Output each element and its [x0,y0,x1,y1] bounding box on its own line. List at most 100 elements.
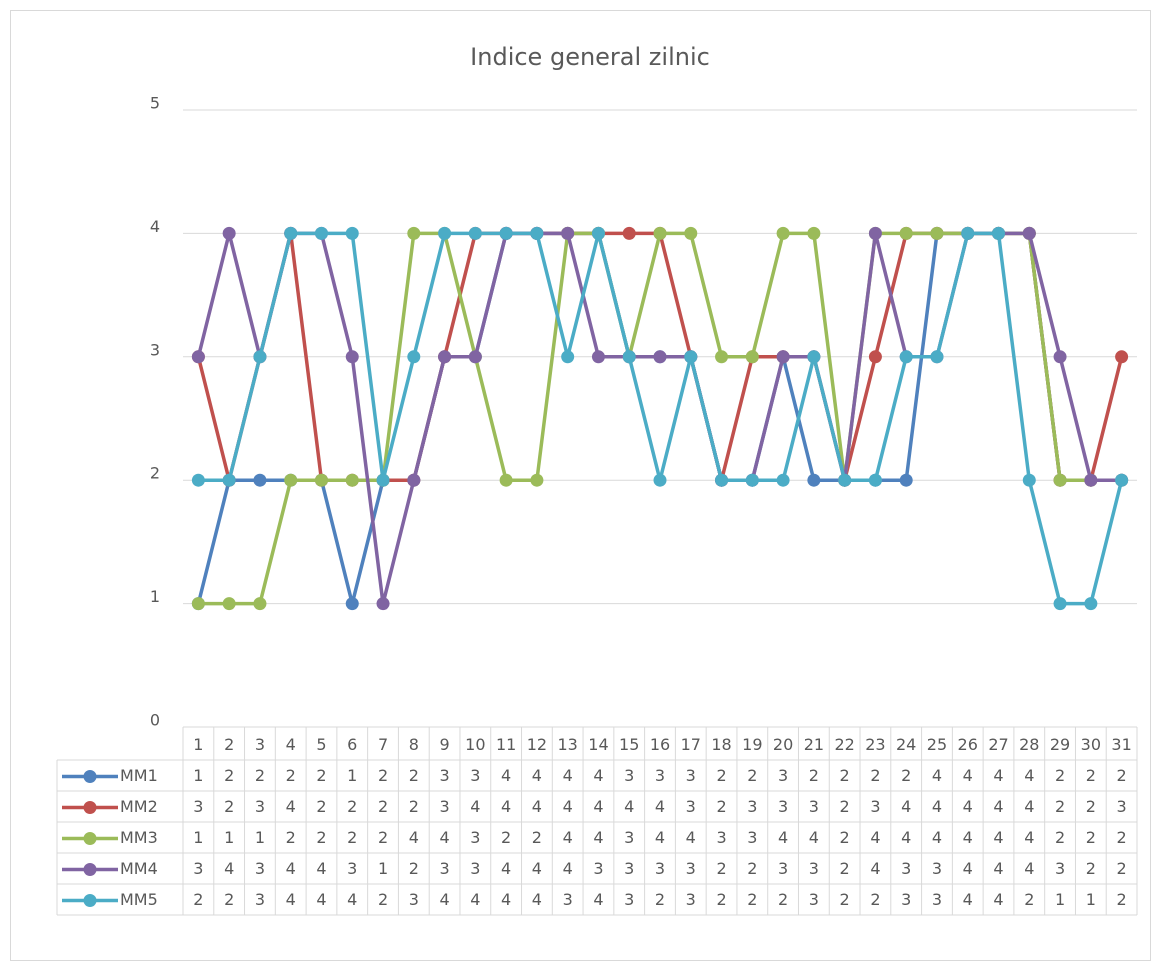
point [468,226,482,240]
point [776,473,790,487]
point [868,473,882,487]
table-value: 2 [716,890,726,909]
x-tick-label: 25 [927,735,947,754]
point [438,226,452,240]
table-value: 4 [932,797,942,816]
table-value: 2 [716,797,726,816]
point [345,226,359,240]
table-value: 1 [347,766,357,785]
table-value: 4 [778,828,788,847]
point [1053,597,1067,611]
table-value: 3 [747,797,757,816]
x-tick-label: 22 [834,735,854,754]
point [530,473,544,487]
table-value: 3 [809,797,819,816]
table-value: 4 [655,828,665,847]
point [191,597,205,611]
table-value: 3 [686,890,696,909]
table-value: 3 [655,766,665,785]
x-tick-label: 15 [619,735,639,754]
table-value: 2 [1086,766,1096,785]
table-value: 1 [193,828,203,847]
legend-marker [83,770,97,783]
table-value: 3 [255,797,265,816]
table-value: 2 [901,766,911,785]
x-tick-label: 29 [1050,735,1070,754]
table-value: 3 [409,890,419,909]
y-tick-label: 2 [150,464,160,483]
table-value: 3 [778,766,788,785]
table-value: 2 [532,828,542,847]
point [407,473,421,487]
table-value: 2 [316,797,326,816]
point [499,226,513,240]
x-tick-label: 13 [557,735,577,754]
table-value: 2 [378,797,388,816]
legend-label: MM3 [120,828,158,847]
table-value: 4 [409,828,419,847]
table-value: 3 [778,859,788,878]
point [838,473,852,487]
table-value: 1 [193,766,203,785]
point [684,226,698,240]
point [253,473,267,487]
table-value: 2 [870,766,880,785]
y-tick-label: 0 [150,711,160,730]
point [930,226,944,240]
table-value: 3 [624,828,634,847]
table-value: 4 [932,766,942,785]
point [407,226,421,240]
legend-label: MM1 [120,766,158,785]
legend-label: MM2 [120,797,158,816]
table-value: 2 [1055,766,1065,785]
table-value: 4 [1024,859,1034,878]
point [1115,473,1129,487]
table-value: 2 [840,859,850,878]
table-value: 4 [286,859,296,878]
table-value: 3 [624,766,634,785]
x-tick-label: 5 [316,735,326,754]
point [314,226,328,240]
table-value: 3 [686,766,696,785]
point [653,473,667,487]
point [438,350,452,364]
table-value: 4 [993,766,1003,785]
point [899,473,913,487]
table-value: 2 [840,890,850,909]
table-value: 3 [439,766,449,785]
x-tick-label: 24 [896,735,916,754]
point [222,226,236,240]
table-value: 2 [347,828,357,847]
point [345,473,359,487]
table-value: 4 [963,859,973,878]
table-value: 2 [1117,828,1127,847]
table-value: 3 [1117,797,1127,816]
legend-marker [83,832,97,845]
x-tick-label: 30 [1081,735,1101,754]
table-value: 3 [470,859,480,878]
table-value: 4 [532,766,542,785]
point [961,226,975,240]
table-value: 4 [286,890,296,909]
table-value: 4 [532,890,542,909]
table-value: 3 [809,890,819,909]
point [253,597,267,611]
chart-title: Indice general zilnic [470,43,710,71]
table-value: 4 [1024,828,1034,847]
point [622,226,636,240]
table-value: 3 [901,890,911,909]
x-tick-label: 20 [773,735,793,754]
table-value: 1 [378,859,388,878]
point [684,350,698,364]
point [284,473,298,487]
point [1115,350,1129,364]
table-value: 4 [316,890,326,909]
chart-border [10,10,1151,961]
legend-marker [83,894,97,907]
table-value: 4 [439,890,449,909]
x-tick-label: 26 [958,735,978,754]
table-value: 4 [347,890,357,909]
table-value: 3 [686,797,696,816]
legend-marker [83,863,97,876]
y-tick-label: 3 [150,340,160,359]
